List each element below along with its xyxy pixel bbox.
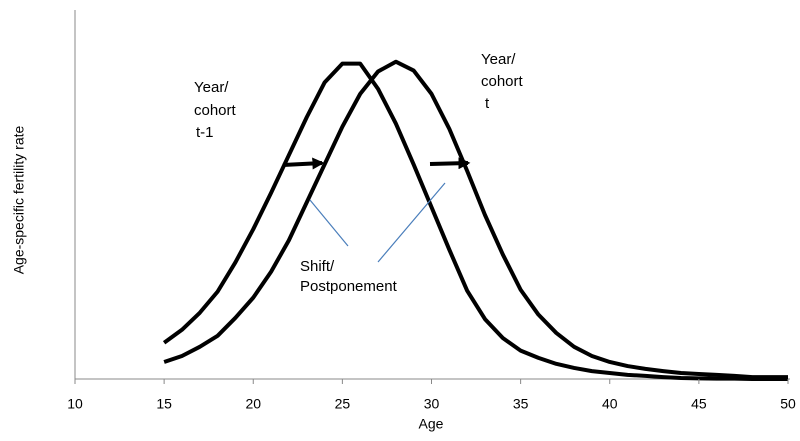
series-line (162, 61, 788, 381)
shift-arrow (282, 157, 325, 170)
annotation: Year/ (481, 51, 516, 68)
pointer-line (377, 182, 446, 263)
x-tick-label: 40 (602, 396, 618, 412)
shift-arrow (429, 157, 471, 170)
y-axis-label: Age-specific fertility rate (11, 125, 27, 274)
pointer-line (309, 199, 349, 247)
x-tick-label: 50 (780, 396, 796, 412)
series-line (163, 59, 788, 380)
plot-area (162, 59, 788, 381)
x-tick-label: 30 (424, 396, 440, 412)
annotation: t-1 (196, 124, 214, 141)
x-tick-label: 10 (67, 396, 83, 412)
x-tick-label: 35 (513, 396, 529, 412)
x-tick-label: 45 (691, 396, 707, 412)
x-tick-label: 20 (245, 396, 261, 412)
x-axis-label: Age (419, 416, 444, 432)
annotation: cohort (481, 73, 524, 90)
x-tick-label: 25 (335, 396, 351, 412)
annotation: Shift/ (300, 258, 335, 275)
annotation: t (485, 95, 490, 112)
annotation: cohort (194, 102, 237, 119)
annotation: Postponement (300, 278, 398, 295)
x-tick-label: 15 (156, 396, 172, 412)
annotation: Year/ (194, 79, 229, 96)
